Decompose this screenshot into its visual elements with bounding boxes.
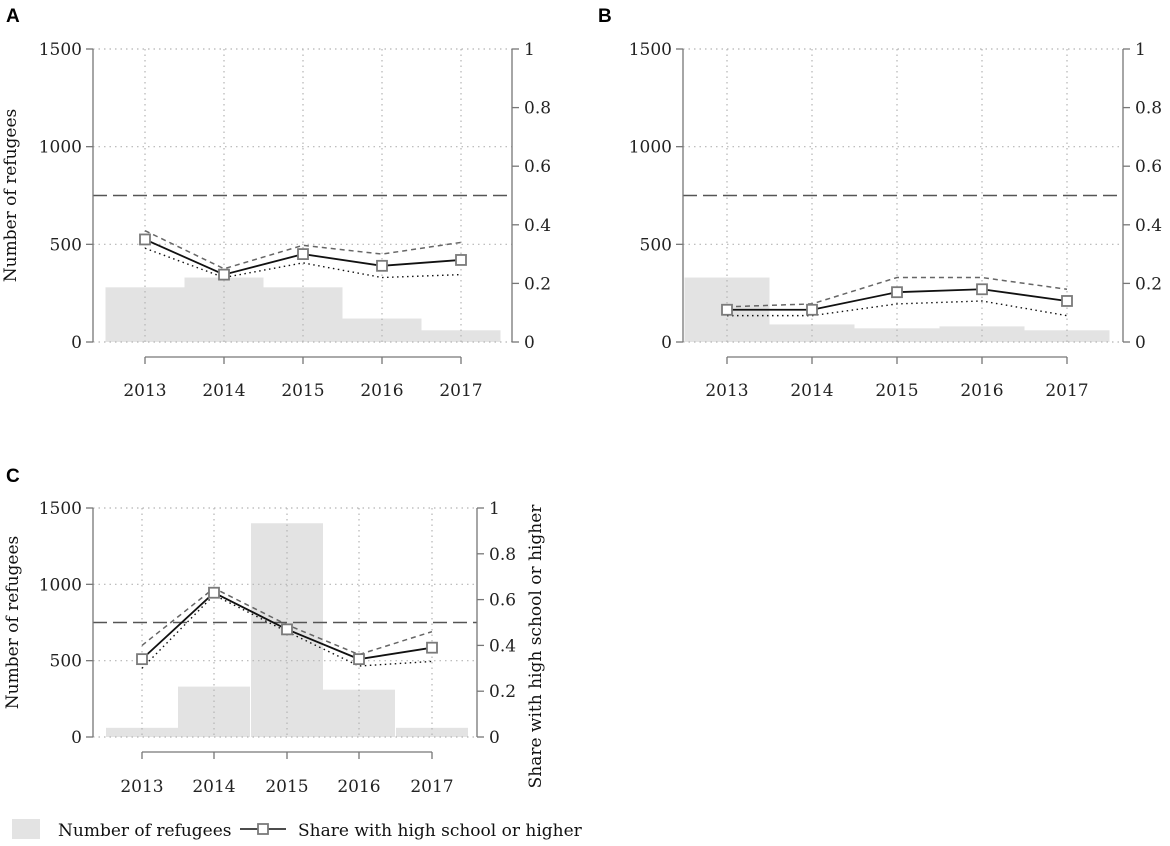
share-point-2017 [1061, 295, 1073, 307]
share-point-2016 [976, 283, 988, 296]
share-point-2013 [721, 303, 733, 316]
y-left-tick-label: 0 [661, 333, 672, 353]
y-right-tick-label: 0.8 [524, 99, 551, 119]
bar-2016 [939, 326, 1025, 342]
y-left-tick-label: 1000 [629, 138, 672, 158]
y-right-tick-label: 0 [1135, 333, 1146, 353]
legend-line-label: Share with high school or higher [298, 821, 583, 841]
y-right-tick-label: 0 [489, 728, 500, 748]
y-left-tick-label: 0 [71, 728, 82, 748]
x-tick-label-2013: 2013 [120, 777, 163, 797]
legend-bars-label: Number of refugees [58, 821, 232, 841]
x-tick-label-2016: 2016 [360, 381, 403, 401]
x-tick-label-2014: 2014 [192, 777, 235, 797]
y-right-tick-label: 1 [524, 40, 535, 60]
y-left-tick-label: 1000 [39, 138, 82, 158]
x-tick-label-2015: 2015 [281, 381, 324, 401]
x-tick-label-2015: 2015 [875, 381, 918, 401]
share-point-2017 [455, 254, 467, 266]
bar-2014 [184, 277, 264, 342]
x-tick-label-2017: 2017 [439, 381, 482, 401]
share-point-2013 [136, 653, 148, 666]
share-point-2013 [139, 233, 151, 246]
chart-panel-a: A 0 500 1000 1500 0 0.2 0.4 0.6 0.8 1 2013 2014 2015 2… [1, 6, 551, 401]
upper-bound-line [144, 229, 462, 270]
x-tick-label-2014: 2014 [202, 381, 245, 401]
bar-2013 [105, 287, 185, 342]
y-right-tick-label: 0.4 [1135, 216, 1162, 236]
lower-bound-line [727, 300, 1068, 317]
share-point-2015 [891, 286, 903, 299]
share-point-2014 [208, 586, 220, 599]
share-point-2014 [218, 268, 230, 281]
y-left-tick-label: 500 [50, 235, 82, 255]
x-tick-label-2014: 2014 [790, 381, 833, 401]
x-tick-label-2016: 2016 [337, 777, 380, 797]
panel-letter: A [6, 6, 20, 27]
y-left-tick-label: 1500 [39, 40, 82, 60]
y-right-axis-title: Share with high school or higher [526, 504, 546, 789]
y-right-tick-label: 0.4 [489, 636, 516, 656]
bar-2015 [263, 287, 343, 342]
legend-line-marker [257, 823, 269, 835]
x-tick-label-2017: 2017 [410, 777, 453, 797]
legend-bars-swatch [12, 819, 40, 839]
y-right-tick-label: 0.2 [489, 682, 516, 702]
x-tick-label-2013: 2013 [123, 381, 166, 401]
y-right-tick-label: 0.2 [1135, 274, 1162, 294]
y-left-axis-title: Number of refugees [3, 536, 23, 710]
bar-2014 [769, 324, 855, 342]
y-left-tick-label: 1000 [39, 575, 82, 595]
share-point-2017 [426, 641, 438, 654]
y-right-tick-label: 0.4 [524, 216, 551, 236]
y-right-tick-label: 0.6 [489, 591, 516, 611]
y-right-tick-label: 0.6 [1135, 157, 1162, 177]
y-right-tick-label: 0.2 [524, 274, 551, 294]
y-right-tick-label: 1 [489, 499, 500, 519]
share-point-2015 [281, 623, 293, 636]
x-tick-label-2017: 2017 [1045, 381, 1088, 401]
y-left-tick-label: 500 [50, 652, 82, 672]
bar-2016 [323, 689, 395, 737]
bar-2013 [106, 727, 178, 737]
share-point-2016 [353, 653, 365, 666]
y-right-tick-label: 0.8 [489, 545, 516, 565]
bar-2017 [396, 727, 468, 737]
lower-bound-line [144, 247, 462, 279]
upper-bound-line [726, 276, 1068, 308]
x-tick-label-2016: 2016 [960, 381, 1003, 401]
panel-letter: B [598, 6, 612, 27]
x-tick-label-2015: 2015 [265, 777, 308, 797]
share-point-2015 [297, 248, 309, 261]
y-right-tick-label: 0.6 [524, 157, 551, 177]
chart-panel-b: B 0 500 1000 1500 0 0.2 0.4 0.6 0.8 1 2013 2014 2015 2… [598, 6, 1162, 401]
share-point-2016 [376, 259, 388, 272]
share-point-2014 [806, 303, 818, 316]
y-left-tick-label: 1500 [629, 40, 672, 60]
y-left-tick-label: 1500 [39, 499, 82, 519]
chart-panel-c: C 0 500 1000 1500 0 0.2 0.4 0.6 0.8 1 2013 2014 2015 2… [3, 466, 546, 797]
legend: Number of refugees Share with high schoo… [12, 819, 583, 841]
y-left-axis-title: Number of refugees [1, 109, 21, 283]
panel-letter: C [6, 466, 20, 487]
y-left-tick-label: 500 [640, 235, 672, 255]
y-right-tick-label: 0.8 [1135, 99, 1162, 119]
y-right-tick-label: 0 [524, 333, 535, 353]
y-left-tick-label: 0 [71, 333, 82, 353]
y-right-tick-label: 1 [1135, 40, 1146, 60]
x-tick-label-2013: 2013 [705, 381, 748, 401]
